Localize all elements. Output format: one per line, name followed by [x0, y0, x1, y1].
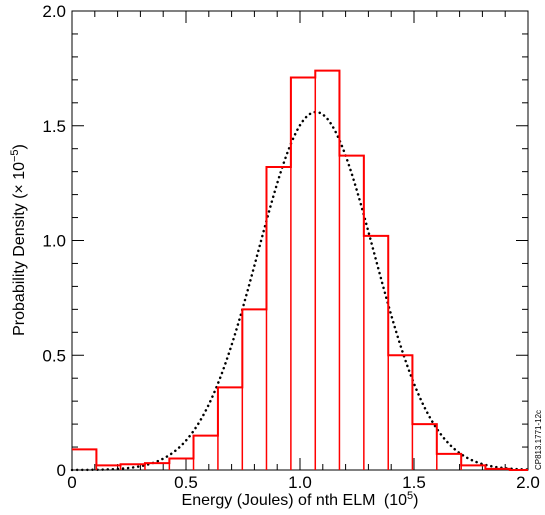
x-ticks: 0 0.5 1.0 1.5 2.0	[67, 11, 540, 492]
histogram-bar	[339, 156, 363, 470]
histogram-bar	[242, 309, 266, 470]
histogram-bar	[388, 355, 412, 470]
histogram-bar	[72, 449, 96, 470]
side-note: CP813.1771-12c	[534, 410, 543, 470]
y-tick-label: 1.5	[42, 117, 66, 136]
x-tick-label: 0.5	[174, 473, 198, 492]
histogram-bar	[218, 387, 242, 470]
histogram-bar	[437, 454, 461, 470]
histogram-bar	[194, 436, 218, 470]
histogram-bar	[266, 167, 290, 470]
histogram-bar	[315, 71, 339, 470]
plot-frame	[71, 10, 529, 471]
x-tick-label: 1.0	[288, 473, 312, 492]
x-tick-label: 2.0	[516, 473, 540, 492]
histogram-bar	[364, 236, 388, 470]
histogram-bar	[291, 78, 315, 470]
histogram	[72, 69, 528, 471]
y-ticks: 0 0.5 1.0 1.5 2.0	[42, 2, 528, 480]
x-tick-label: 1.5	[402, 473, 426, 492]
histogram-bar	[169, 459, 193, 470]
y-tick-label: 0.5	[42, 346, 66, 365]
x-tick-label: 0	[67, 473, 76, 492]
x-axis-title: Energy (Joules) of nth ELM (105)	[182, 490, 419, 509]
y-tick-label: 0	[57, 461, 66, 480]
histogram-bar	[412, 424, 436, 470]
y-tick-label: 2.0	[42, 2, 66, 21]
histogram-outline	[72, 69, 528, 471]
gaussian-fit	[70, 110, 530, 472]
fit-curve	[70, 110, 530, 472]
y-axis-title: Probability Density (× 10−5)	[9, 144, 28, 336]
y-tick-label: 1.0	[42, 232, 66, 251]
